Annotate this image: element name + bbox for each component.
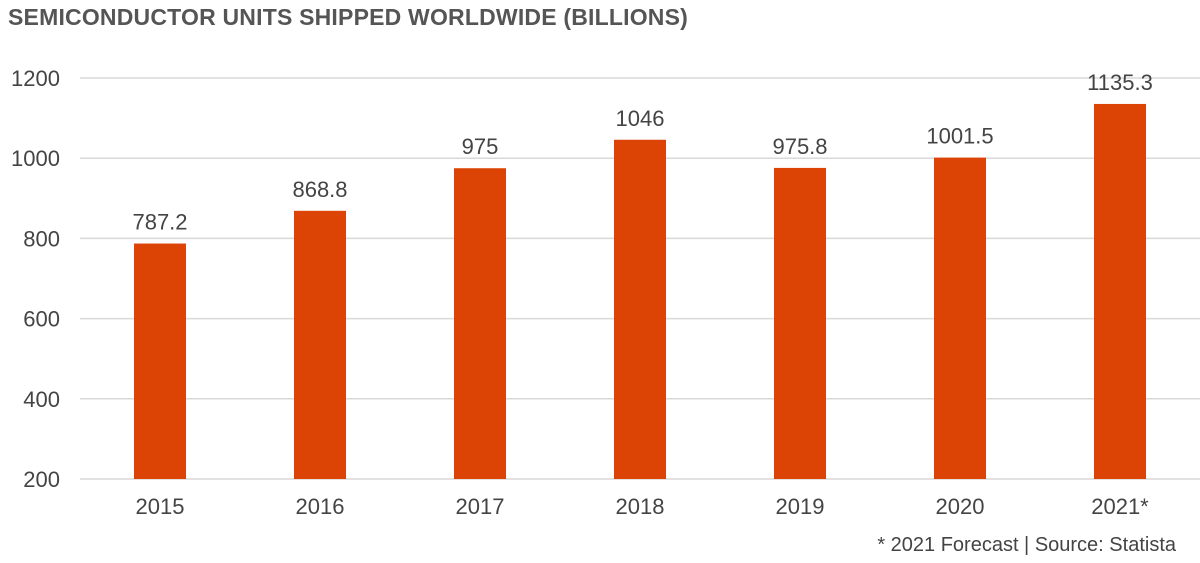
x-tick-label: 2017 bbox=[456, 494, 505, 519]
x-tick-label: 2021* bbox=[1091, 494, 1149, 519]
data-label: 975.8 bbox=[772, 134, 827, 159]
y-tick-label: 800 bbox=[23, 226, 60, 251]
y-tick-label: 200 bbox=[23, 467, 60, 492]
bar-2020 bbox=[934, 157, 986, 479]
data-label: 1135.3 bbox=[1087, 70, 1153, 95]
y-tick-label: 400 bbox=[23, 387, 60, 412]
data-labels: 787.2 868.8 975 1046 975.8 1001.5 1135.3 bbox=[132, 70, 1152, 235]
x-tick-label: 2020 bbox=[936, 494, 985, 519]
bar-2021 bbox=[1094, 103, 1146, 479]
bar-2019 bbox=[774, 167, 826, 479]
y-axis-tick-labels: 200 400 600 800 1000 1200 bbox=[11, 66, 60, 492]
bar-2017 bbox=[454, 168, 506, 479]
bar-2015 bbox=[134, 243, 186, 479]
x-axis-tick-labels: 2015 2016 2017 2018 2019 2020 2021* bbox=[136, 494, 1150, 519]
bar-2018 bbox=[614, 139, 666, 479]
data-label: 787.2 bbox=[132, 210, 187, 235]
bars bbox=[134, 103, 1146, 479]
x-tick-label: 2019 bbox=[776, 494, 825, 519]
bar-2016 bbox=[294, 210, 346, 479]
x-tick-label: 2015 bbox=[136, 494, 185, 519]
data-label: 1001.5 bbox=[926, 124, 993, 149]
data-label: 868.8 bbox=[292, 177, 347, 202]
data-label: 1046 bbox=[616, 106, 665, 131]
x-tick-label: 2016 bbox=[296, 494, 345, 519]
y-tick-label: 1000 bbox=[11, 146, 60, 171]
y-tick-label: 1200 bbox=[11, 66, 60, 91]
chart-title: SEMICONDUCTOR UNITS SHIPPED WORLDWIDE (B… bbox=[8, 4, 689, 30]
data-label: 975 bbox=[462, 134, 499, 159]
y-tick-label: 600 bbox=[23, 307, 60, 332]
source-footnote: * 2021 Forecast | Source: Statista bbox=[877, 534, 1176, 556]
x-tick-label: 2018 bbox=[616, 494, 665, 519]
